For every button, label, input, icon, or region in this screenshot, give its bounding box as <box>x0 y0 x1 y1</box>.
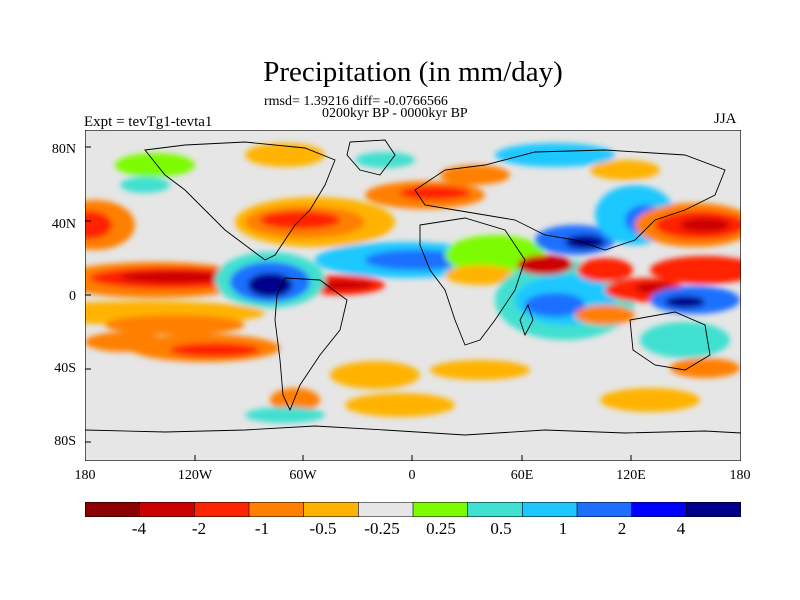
colorbar-label: 0.25 <box>426 519 456 538</box>
y-tick-label: 40S <box>54 361 76 376</box>
colorbar-swatch <box>686 502 741 517</box>
axis-ticks <box>85 146 632 461</box>
colorbar-label: -0.25 <box>364 519 400 538</box>
colorbar-label: -4 <box>131 519 147 538</box>
colorbar-swatch <box>248 502 305 517</box>
x-tick-label: 180 <box>729 468 751 483</box>
y-tick-label: 40N <box>51 217 76 232</box>
x-tick-label: 120E <box>616 468 646 483</box>
y-tick-label: 0 <box>69 289 76 304</box>
colorbar-swatch <box>139 502 196 517</box>
season-label: JJA <box>714 111 737 127</box>
experiment-label: Expt = tevTg1-tevta1 <box>84 114 213 130</box>
y-tick-label: 80N <box>51 142 76 157</box>
chart-title: Precipitation (in mm/day) <box>263 56 563 88</box>
colorbar-swatch <box>358 502 414 517</box>
stats-subtitle: rmsd= 1.39216 diff= -0.0766566 <box>264 94 448 109</box>
x-tick-label: 0 <box>408 468 416 483</box>
colorbar-swatch <box>576 502 633 517</box>
colorbar-swatch <box>85 502 141 517</box>
colorbar-label: -2 <box>191 519 207 538</box>
colorbar-label: 2 <box>617 519 627 538</box>
colorbar <box>85 502 741 517</box>
y-tick-label: 80S <box>54 434 76 449</box>
x-tick-label: 60E <box>510 468 534 483</box>
x-tick-label: 120W <box>177 468 213 483</box>
colorbar-label: -0.5 <box>309 519 337 538</box>
colorbar-swatch <box>522 502 578 517</box>
colorbar-swatch <box>631 502 688 517</box>
x-tick-label: 180 <box>74 468 96 483</box>
coastlines <box>85 139 741 436</box>
colorbar-swatch <box>412 502 469 517</box>
precipitation-map <box>85 130 741 461</box>
x-tick-label: 60W <box>289 468 317 483</box>
colorbar-label: -1 <box>254 519 270 538</box>
colorbar-label: 1 <box>558 519 568 538</box>
colorbar-swatch <box>467 502 524 517</box>
colorbar-swatch <box>194 502 250 517</box>
period-subtitle: 0200kyr BP - 0000kyr BP <box>322 106 468 121</box>
colorbar-swatch <box>303 502 360 517</box>
colorbar-label: 4 <box>676 519 686 538</box>
colorbar-label: 0.5 <box>490 519 512 538</box>
anomaly-field <box>85 143 741 423</box>
